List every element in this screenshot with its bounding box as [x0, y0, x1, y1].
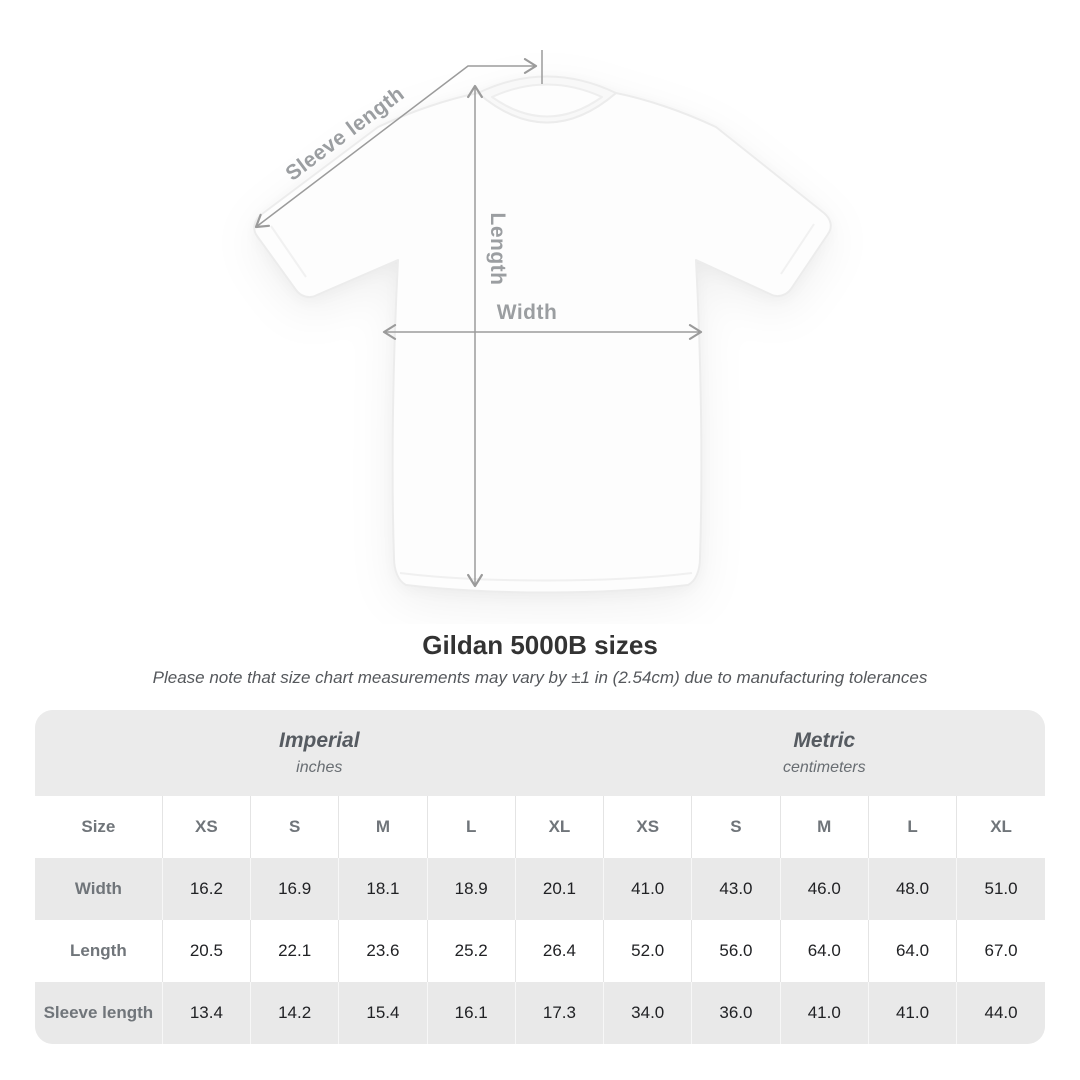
measurement-cell: 34.0 — [603, 982, 692, 1044]
size-table: Imperial inches Metric centimeters Size … — [35, 710, 1045, 1044]
measurement-cell: 14.2 — [250, 982, 339, 1044]
metric-label: Metric — [793, 729, 856, 752]
measurement-cell: 64.0 — [867, 920, 957, 982]
size-header-row: Size XS S M L XL XS S M L XL — [35, 796, 1045, 858]
measurement-cell: 16.1 — [426, 982, 516, 1044]
measurement-cell: 15.4 — [338, 982, 428, 1044]
width-dimension: Width — [382, 301, 703, 340]
measurement-cell: 46.0 — [779, 858, 869, 920]
tshirt-illustration — [253, 75, 832, 594]
measurement-cell: 17.3 — [514, 982, 604, 1044]
size-table-card: Imperial inches Metric centimeters Size … — [35, 710, 1045, 1044]
table-row-sleeve-length: Sleeve length 13.4 14.2 15.4 16.1 17.3 3… — [35, 982, 1045, 1044]
measurement-cell: 52.0 — [603, 920, 692, 982]
size-header-imperial: XL — [514, 796, 604, 858]
measurement-cell: 51.0 — [956, 858, 1045, 920]
measurement-cell: 22.1 — [250, 920, 339, 982]
measurement-cell: 36.0 — [691, 982, 781, 1044]
size-header-metric: M — [779, 796, 869, 858]
measurement-cell: 23.6 — [338, 920, 428, 982]
measurement-cell: 67.0 — [956, 920, 1045, 982]
row-label: Sleeve length — [35, 982, 163, 1044]
size-header-imperial: M — [338, 796, 428, 858]
measurement-cell: 13.4 — [161, 982, 251, 1044]
imperial-label: Imperial — [279, 729, 360, 752]
tolerance-note: Please note that size chart measurements… — [152, 668, 928, 687]
measurement-cell: 18.1 — [338, 858, 428, 920]
measurement-cell: 41.0 — [779, 982, 869, 1044]
measurement-cell: 20.1 — [514, 858, 604, 920]
table-row-length: Length 20.5 22.1 23.6 25.2 26.4 52.0 56.… — [35, 920, 1045, 982]
metric-unit: centimeters — [782, 759, 866, 776]
table-row-width: Width 16.2 16.9 18.1 18.9 20.1 41.0 43.0… — [35, 858, 1045, 920]
length-label: Length — [486, 213, 509, 286]
unit-group-header-row: Imperial inches Metric centimeters — [35, 710, 1045, 796]
measurement-cell: 48.0 — [867, 858, 957, 920]
measurement-cell: 41.0 — [867, 982, 957, 1044]
measurement-cell: 44.0 — [956, 982, 1045, 1044]
imperial-unit: inches — [296, 759, 343, 776]
measurement-cell: 43.0 — [691, 858, 781, 920]
size-header-metric: XL — [956, 796, 1045, 858]
size-header-metric: XS — [603, 796, 692, 858]
tshirt-diagram-svg: Sleeve length Length Width — [253, 50, 832, 594]
measurement-cell: 41.0 — [603, 858, 692, 920]
measurement-cell: 16.2 — [161, 858, 251, 920]
tshirt-measurement-diagram: Sleeve length Length Width — [253, 50, 832, 594]
size-header-imperial: XS — [161, 796, 251, 858]
size-header-imperial: S — [250, 796, 339, 858]
measurement-cell: 64.0 — [779, 920, 869, 982]
measurement-cell: 25.2 — [426, 920, 516, 982]
imperial-group-header: Imperial inches — [35, 710, 604, 796]
width-label: Width — [497, 301, 558, 324]
sleeve-length-arrow — [254, 58, 538, 229]
row-label: Length — [35, 920, 163, 982]
size-header-imperial: L — [426, 796, 516, 858]
size-header-metric: L — [867, 796, 957, 858]
measurement-cell: 16.9 — [250, 858, 339, 920]
metric-group-header: Metric centimeters — [603, 710, 1045, 796]
page-title: Gildan 5000B sizes — [422, 630, 658, 660]
size-column-header: Size — [35, 796, 163, 858]
row-label: Width — [35, 858, 163, 920]
measurement-cell: 20.5 — [161, 920, 251, 982]
measurement-cell: 26.4 — [514, 920, 604, 982]
measurement-cell: 56.0 — [691, 920, 781, 982]
measurement-cell: 18.9 — [426, 858, 516, 920]
size-header-metric: S — [691, 796, 781, 858]
